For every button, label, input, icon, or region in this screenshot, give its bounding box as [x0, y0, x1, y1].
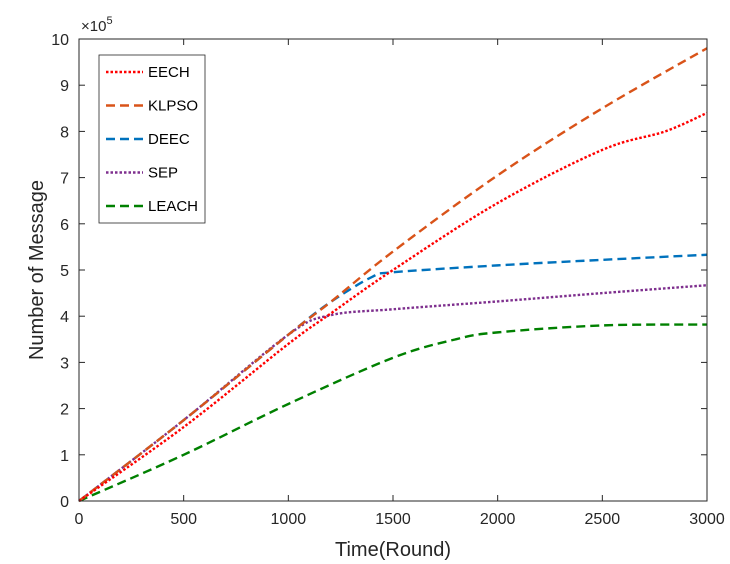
x-tick-label: 500: [170, 511, 197, 528]
x-axis-ticks: 0 500 1000 1500 2000 2500 3000: [75, 39, 725, 528]
series-layer: [78, 47, 708, 503]
x-tick-label: 1000: [271, 511, 307, 528]
legend-label-leach: LEACH: [148, 198, 198, 215]
x-axis-label: Time(Round): [335, 539, 451, 561]
x-tick-label: 0: [75, 511, 84, 528]
plot-area-frame: [78, 38, 708, 502]
y-tick-label: 2: [60, 402, 69, 419]
y-axis-ticks: 0 1 2 3 4 5 6 7 8 9 10: [51, 32, 707, 511]
series-line-eech: [78, 111, 708, 502]
y-tick-label: 0: [60, 494, 69, 511]
y-tick-label: 7: [60, 171, 69, 188]
legend-label-sep: SEP: [148, 165, 178, 182]
y-tick-label: 3: [60, 355, 69, 372]
series-line-leach: [78, 323, 708, 503]
legend-label-deec: DEEC: [148, 131, 190, 148]
x-tick-label: 2000: [480, 511, 516, 528]
y-tick-label: 5: [60, 263, 69, 280]
legend: EECH KLPSO DEEC SEP LEACH: [98, 54, 206, 224]
y-tick-label: 8: [60, 124, 69, 141]
series-line-klpso: [78, 47, 708, 502]
legend-label-klpso: KLPSO: [148, 98, 198, 115]
y-tick-label: 4: [60, 309, 69, 326]
x-tick-label: 3000: [689, 511, 725, 528]
y-axis-exponent-label: ×105: [81, 15, 113, 35]
legend-box: [98, 54, 206, 224]
y-tick-label: 10: [51, 32, 69, 49]
x-tick-label: 1500: [375, 511, 411, 528]
x-tick-label: 2500: [585, 511, 621, 528]
y-tick-label: 1: [60, 448, 69, 465]
legend-label-eech: EECH: [148, 64, 190, 81]
y-axis-label: Number of Message: [26, 180, 48, 360]
y-tick-label: 6: [60, 217, 69, 234]
y-tick-label: 9: [60, 78, 69, 95]
